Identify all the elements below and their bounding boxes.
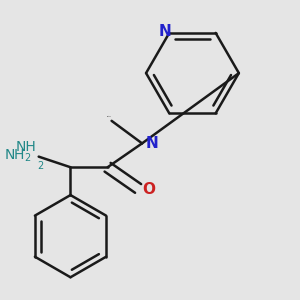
- Text: 2: 2: [37, 160, 44, 171]
- Text: N: N: [145, 136, 158, 151]
- Text: methyl: methyl: [106, 116, 111, 117]
- Text: NH$_2$: NH$_2$: [4, 147, 32, 164]
- Text: O: O: [142, 182, 155, 197]
- Text: N: N: [159, 24, 172, 39]
- Text: NH: NH: [15, 140, 36, 154]
